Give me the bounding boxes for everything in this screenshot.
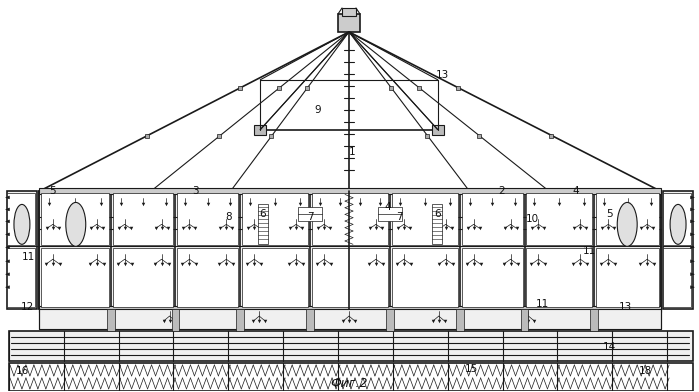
- Bar: [236, 309, 244, 331]
- Bar: [389, 86, 393, 90]
- Bar: [107, 309, 115, 331]
- Bar: [591, 309, 598, 331]
- Text: 6: 6: [259, 209, 266, 220]
- Bar: [456, 309, 463, 331]
- Text: 16: 16: [16, 366, 29, 376]
- Bar: [521, 309, 528, 331]
- Bar: [243, 193, 308, 245]
- Bar: [461, 248, 523, 307]
- Text: 6: 6: [435, 209, 441, 220]
- Bar: [312, 193, 388, 245]
- Bar: [243, 248, 308, 307]
- Bar: [477, 134, 481, 138]
- Bar: [9, 331, 693, 361]
- Bar: [392, 248, 458, 307]
- Bar: [217, 134, 222, 138]
- Bar: [39, 306, 661, 312]
- Bar: [663, 193, 691, 245]
- Text: 3: 3: [192, 187, 199, 196]
- Bar: [386, 309, 394, 331]
- Bar: [432, 204, 442, 244]
- Ellipse shape: [66, 202, 86, 246]
- Ellipse shape: [670, 204, 686, 244]
- Text: 11: 11: [583, 246, 596, 256]
- Bar: [238, 86, 243, 90]
- Ellipse shape: [617, 202, 637, 246]
- Text: 11: 11: [22, 252, 36, 262]
- Bar: [9, 363, 693, 391]
- Bar: [113, 248, 173, 307]
- Text: 5: 5: [50, 187, 56, 196]
- Text: 13: 13: [436, 70, 449, 80]
- Ellipse shape: [14, 204, 30, 244]
- Bar: [338, 14, 360, 32]
- Bar: [456, 86, 460, 90]
- Text: 4: 4: [572, 187, 579, 196]
- Bar: [378, 207, 402, 221]
- Bar: [663, 248, 691, 307]
- Bar: [7, 191, 37, 309]
- Bar: [425, 134, 428, 138]
- Bar: [171, 309, 180, 331]
- Bar: [392, 193, 458, 245]
- Text: 8: 8: [225, 212, 231, 222]
- Text: 10: 10: [526, 214, 539, 224]
- Bar: [41, 248, 108, 307]
- Text: 7: 7: [307, 212, 313, 222]
- Bar: [432, 125, 444, 134]
- Bar: [312, 248, 388, 307]
- Text: 5: 5: [606, 209, 612, 220]
- Bar: [461, 193, 523, 245]
- Bar: [113, 193, 173, 245]
- Bar: [258, 204, 268, 244]
- Text: 1: 1: [349, 147, 355, 156]
- Bar: [663, 191, 693, 309]
- Bar: [39, 189, 661, 194]
- Bar: [596, 248, 659, 307]
- Text: 11: 11: [536, 299, 549, 309]
- Bar: [596, 193, 659, 245]
- Bar: [342, 8, 356, 16]
- Bar: [145, 134, 149, 138]
- Bar: [269, 134, 273, 138]
- Bar: [549, 134, 554, 138]
- Bar: [305, 86, 309, 90]
- Bar: [178, 248, 238, 307]
- Text: 14: 14: [603, 342, 616, 352]
- Bar: [417, 86, 421, 90]
- Bar: [39, 309, 661, 329]
- Bar: [526, 193, 592, 245]
- Bar: [39, 191, 661, 309]
- Bar: [7, 193, 35, 245]
- Bar: [278, 86, 281, 90]
- Text: 7: 7: [396, 212, 403, 222]
- Text: 9: 9: [315, 105, 322, 115]
- Text: Фиг.2: Фиг.2: [330, 377, 368, 390]
- Text: 12: 12: [21, 302, 34, 312]
- Bar: [178, 193, 238, 245]
- Text: 4: 4: [384, 202, 391, 212]
- Bar: [526, 248, 592, 307]
- Text: 15: 15: [465, 364, 478, 374]
- Bar: [254, 125, 266, 134]
- Bar: [306, 309, 314, 331]
- Bar: [41, 193, 108, 245]
- Bar: [7, 248, 35, 307]
- Text: 2: 2: [498, 187, 505, 196]
- Bar: [298, 207, 322, 221]
- Text: 18: 18: [638, 366, 651, 376]
- Text: 13: 13: [619, 302, 632, 312]
